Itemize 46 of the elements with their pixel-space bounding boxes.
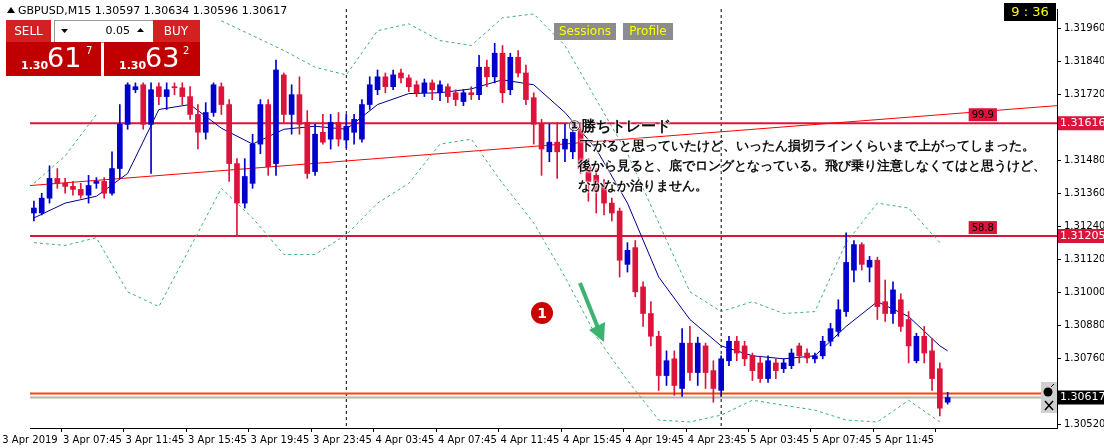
annotation: Profile (623, 23, 673, 40)
chart-title: GBPUSD,M15 1.30597 1.30634 1.30596 1.30617 (18, 4, 288, 17)
x-tick-label: 5 Apr 07:45 (812, 433, 872, 445)
x-tick-label: 5 Apr 11:45 (875, 433, 935, 445)
annotation: 99.9 (971, 108, 994, 120)
annotation: 1.30 (119, 59, 147, 72)
y-tick-label: 1.31000 (1064, 285, 1104, 297)
annotation: BUY (153, 20, 199, 42)
y-tick-label: 1.31960 (1064, 22, 1104, 34)
annotation: 58.8 (971, 221, 994, 233)
annotation: Sessions (554, 23, 616, 40)
annotation: 0.05 (104, 23, 130, 39)
x-tick-label: 3 Apr 19:45 (250, 433, 310, 445)
x-tick-label: 3 Apr 2019 (2, 433, 58, 445)
annotation: SELL (6, 20, 51, 42)
x-tick-label: 4 Apr 03:45 (375, 433, 435, 445)
y-tick-label: 1.31360 (1064, 187, 1104, 199)
candlestick (62, 178, 68, 194)
annotation: 61 (47, 42, 82, 73)
y-tick-label: 1.31120 (1064, 253, 1104, 265)
x-tick-label: 4 Apr 11:45 (500, 433, 560, 445)
y-tick-label: 1.30760 (1064, 351, 1104, 363)
x-tick-label: 4 Apr 23:45 (687, 433, 747, 445)
y-tick-label: 1.31720 (1064, 88, 1104, 100)
y-tick-label: 1.30880 (1064, 318, 1104, 330)
annotation: 1 (531, 302, 553, 324)
y-tick-label: 1.31480 (1064, 154, 1104, 166)
annotation: 2 (183, 45, 190, 56)
x-tick-label: 4 Apr 15:45 (562, 433, 622, 445)
x-tick-label: 3 Apr 23:45 (312, 433, 372, 445)
annotation: 7 (86, 45, 93, 56)
candlestick (468, 86, 475, 100)
annotation: 63 (145, 42, 180, 73)
x-tick-label: 4 Apr 07:45 (437, 433, 497, 445)
x-tick-label: 3 Apr 07:45 (63, 433, 122, 445)
x-tick-label: 4 Apr 19:45 (625, 433, 685, 445)
ref-line-label: 1.31616 (1060, 116, 1104, 130)
y-tick-label: 1.30520 (1064, 417, 1104, 429)
x-tick-label: 3 Apr 11:45 (125, 433, 185, 445)
ref-line-label: 1.31205 (1060, 228, 1104, 242)
x-tick-label: 3 Apr 15:45 (188, 433, 247, 445)
ref-line-label: 1.30617 (1060, 390, 1104, 404)
annotation: 9 : 36 (1004, 3, 1056, 21)
x-tick-label: 5 Apr 03:45 (750, 433, 810, 445)
annotation: 1.30 (21, 59, 49, 72)
y-tick-label: 1.31840 (1064, 55, 1104, 67)
